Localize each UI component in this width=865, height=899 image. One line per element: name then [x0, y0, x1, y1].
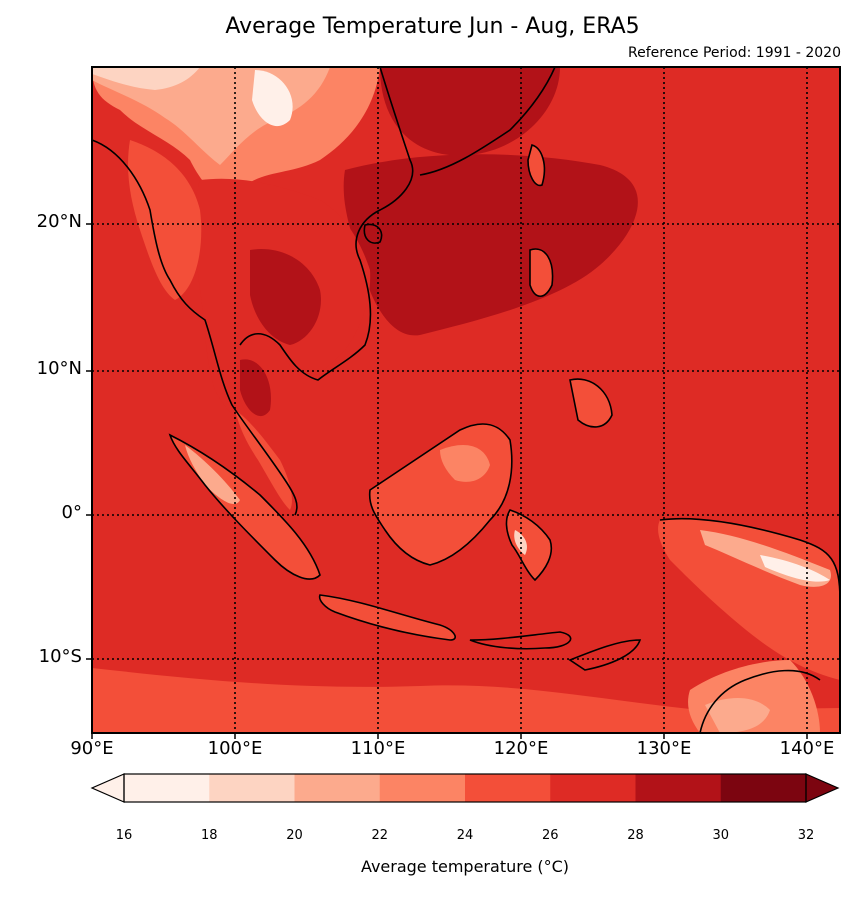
australia-north-cool: [705, 698, 770, 733]
colorbar-segment: [635, 774, 722, 802]
indochina-warm: [250, 249, 321, 345]
lat-label-20n: 20°N: [36, 211, 82, 232]
colorbar-tick-label: 26: [541, 828, 559, 843]
colorbar-tick-label: 16: [115, 828, 133, 843]
colorbar-tick-label: 20: [286, 828, 303, 843]
colorbar-tick-label: 18: [200, 828, 218, 843]
colorbar-segment: [720, 774, 807, 802]
lon-label-90e: 90°E: [70, 738, 114, 759]
sulawesi-island: [506, 510, 552, 580]
colorbar-tick-label: 22: [371, 828, 389, 843]
lon-label-140e: 140°E: [779, 738, 835, 759]
colorbar-tick-label: 32: [797, 828, 815, 843]
colorbar-segment: [465, 774, 551, 802]
lat-label-10n: 10°N: [36, 358, 82, 379]
north-warm-patch: [380, 67, 560, 156]
map-gridlines: [92, 67, 840, 733]
colorbar-segment: [294, 774, 381, 802]
colorbar-extend-high: [805, 773, 840, 803]
andaman-warm-patch: [240, 359, 271, 417]
lon-label-110e: 110°E: [350, 738, 406, 759]
colorbar-segment: [209, 774, 295, 802]
mindanao-island: [570, 379, 612, 427]
malay-peninsula: [235, 410, 292, 510]
colorbar-frame: [123, 773, 807, 803]
coastlines: [92, 67, 840, 733]
luzon-island: [530, 249, 553, 297]
colorbar-segment: [124, 774, 210, 802]
colorbar-label: Average temperature (°C): [360, 857, 570, 876]
reference-period-label: Reference Period: 1991 - 2020: [628, 45, 841, 61]
plateau-peak: [252, 70, 293, 127]
lat-label-10s: 10°S: [38, 646, 82, 667]
colorbar-tick-label: 28: [627, 828, 644, 843]
taiwan-island: [528, 145, 545, 186]
borneo-highland: [440, 445, 490, 482]
lat-label-0: 0°: [61, 502, 82, 523]
colorbar-tick-label: 24: [456, 828, 474, 843]
lon-label-100e: 100°E: [207, 738, 263, 759]
colorbar-segment: [379, 774, 466, 802]
colorbar-extend-low: [90, 773, 125, 803]
southern-ocean-band: [92, 668, 840, 733]
colorbar-segment: [550, 774, 636, 802]
sumatra-highland: [185, 445, 240, 505]
map-title: Average Temperature Jun - Aug, ERA5: [225, 14, 640, 39]
java-island: [319, 595, 456, 640]
lon-label-120e: 120°E: [493, 738, 549, 759]
lon-label-130e: 130°E: [636, 738, 692, 759]
new-guinea-peak: [760, 555, 830, 582]
plateau-coldest-region: [92, 67, 200, 90]
colorbar-tick-label: 30: [712, 828, 730, 843]
map-frame: [91, 66, 841, 734]
myanmar-highland: [128, 140, 202, 300]
south-china-sea-warm: [343, 154, 638, 336]
